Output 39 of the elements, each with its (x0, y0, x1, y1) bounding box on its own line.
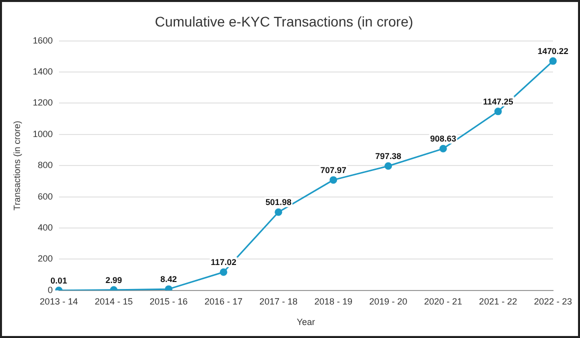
point (549, 57, 557, 65)
data-label: 797.38 (375, 151, 402, 162)
point (220, 268, 228, 276)
x-tick-label: 2016 - 17 (204, 296, 243, 306)
data-label: 501.98 (265, 197, 292, 208)
data-label: 1470.22 (538, 46, 569, 56)
chart-title: Cumulative e-KYC Transactions (in crore) (154, 13, 414, 30)
y-tick-label: 0 (48, 284, 53, 295)
x-tick-label: 2015 - 16 (150, 296, 188, 306)
data-label: 707.97 (320, 165, 347, 176)
data-label: 2.99 (105, 275, 122, 286)
x-axis-title: Year (296, 317, 315, 328)
data-label: 0.01 (50, 275, 68, 286)
y-tick-label: 1400 (32, 66, 53, 76)
x-tick-label: 2017 - 18 (259, 296, 298, 306)
y-tick-label: 1000 (32, 128, 53, 139)
y-axis-title: Transactions (in crore) (12, 120, 22, 210)
data-label: 908.63 (430, 134, 456, 144)
x-tick-label: 2021 - 22 (479, 296, 518, 306)
y-tick-label: 600 (38, 191, 53, 202)
point (439, 144, 447, 152)
x-tick-label: 2014 - 15 (94, 296, 133, 306)
y-tick-label: 200 (38, 254, 53, 264)
data-label: 1147.25 (482, 96, 514, 107)
x-tick-label: 2013 - 14 (40, 296, 78, 306)
point (274, 208, 282, 216)
data-label: 117.02 (210, 257, 237, 268)
x-tick-label: 2019 - 20 (369, 296, 408, 306)
x-tick-label: 2022 - 23 (534, 296, 572, 306)
y-tick-label: 1600 (32, 35, 53, 46)
y-tick-label: 1200 (32, 98, 53, 108)
point (330, 176, 338, 184)
y-tick-label: 400 (38, 222, 53, 232)
point (494, 108, 502, 116)
x-tick-label: 2018 - 19 (314, 296, 352, 306)
y-tick-label: 800 (38, 160, 53, 170)
data-label: 8.42 (160, 274, 178, 284)
x-tick-label: 2020 - 21 (424, 296, 462, 306)
point (384, 162, 392, 170)
